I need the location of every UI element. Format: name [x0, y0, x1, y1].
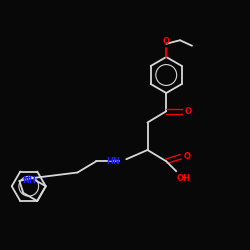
Text: O: O [185, 107, 192, 116]
Text: O: O [183, 152, 190, 161]
Text: O: O [163, 37, 170, 46]
Text: HN: HN [106, 157, 120, 166]
Text: NH: NH [22, 176, 36, 185]
Text: OH: OH [177, 174, 191, 183]
